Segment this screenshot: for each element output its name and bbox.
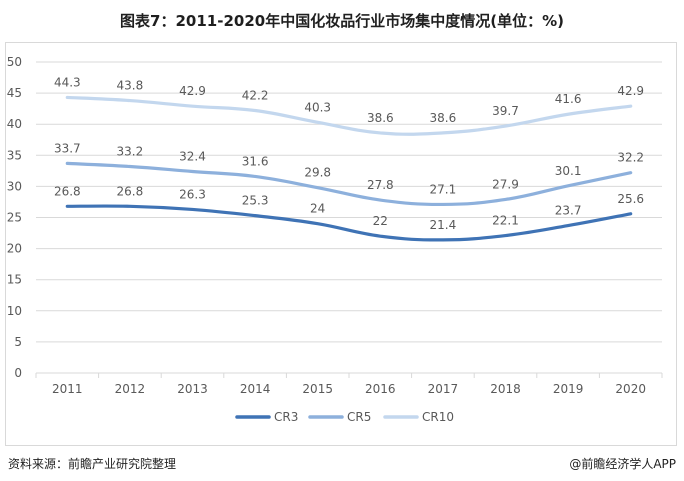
x-tick-label: 2014: [240, 382, 271, 396]
x-tick-label: 2013: [177, 382, 208, 396]
data-label-cr10: 41.6: [555, 92, 582, 106]
series-line-cr10: [65, 95, 633, 136]
data-label-cr10: 43.8: [117, 79, 144, 93]
y-tick-label: 30: [7, 179, 22, 193]
x-tick-label: 2020: [615, 382, 646, 396]
data-label-cr10: 44.3: [54, 75, 81, 89]
axis-layer: 0 5 10 15 20 25 30 35 40 45 50 2011 2012 2013 2014 2015…: [7, 55, 663, 396]
x-tick-label: 2011: [52, 382, 83, 396]
x-tick-label: 2018: [490, 382, 521, 396]
data-label-cr3: 25.3: [242, 194, 269, 208]
x-tick-label: 2019: [553, 382, 584, 396]
data-label-cr5: 32.2: [617, 151, 644, 165]
y-tick-label: 15: [7, 273, 22, 287]
data-label-cr3: 26.8: [54, 184, 81, 198]
data-label-cr3: 26.8: [117, 184, 144, 198]
data-label-cr5: 33.7: [54, 141, 81, 155]
data-label-cr5: 29.8: [304, 166, 331, 180]
legend-label-cr3: CR3: [274, 410, 298, 424]
data-label-cr3: 22.1: [492, 214, 519, 228]
data-label-cr5: 27.1: [430, 182, 457, 196]
data-label-cr5: 27.8: [367, 178, 394, 192]
y-tick-label: 35: [7, 148, 22, 162]
grid-layer: [36, 61, 662, 374]
data-label-cr10: 39.7: [492, 104, 519, 118]
data-label-cr3: 25.6: [617, 192, 644, 206]
data-label-cr10: 42.2: [242, 89, 269, 103]
y-tick-label: 50: [7, 55, 22, 69]
x-tick-label: 2015: [302, 382, 333, 396]
label-layer: 26.8 26.8 26.3 25.3 24 22 21.4 22.1 23.7 25.6 33.7…: [54, 75, 644, 231]
y-tick-label: 25: [7, 211, 22, 225]
source-note: 资料来源：前瞻产业研究院整理: [8, 457, 177, 471]
data-label-cr10: 38.6: [367, 111, 394, 125]
data-label-cr3: 21.4: [430, 218, 457, 232]
data-label-cr5: 30.1: [555, 164, 582, 178]
y-tick-label: 20: [7, 242, 22, 256]
data-label-cr5: 32.4: [179, 149, 206, 163]
data-label-cr10: 40.3: [304, 100, 331, 114]
y-tick-label: 45: [7, 86, 22, 100]
series-line-cr5: [65, 161, 633, 207]
x-tick-label: 2012: [115, 382, 146, 396]
plot-frame: [5, 42, 677, 446]
y-tick-label: 40: [7, 117, 22, 131]
x-tick-label: 2016: [365, 382, 396, 396]
data-label-cr3: 22: [373, 214, 388, 228]
x-tick-label: 2017: [428, 382, 459, 396]
series-line-cr3: [65, 204, 633, 242]
data-label-cr3: 24: [310, 202, 325, 216]
y-tick-label: 10: [7, 304, 22, 318]
y-tick-label: 0: [14, 366, 22, 380]
chart-title: 图表7：2011-2020年中国化妆品行业市场集中度情况(单位：%): [120, 12, 564, 30]
series-layer: [65, 95, 633, 242]
data-label-cr10: 42.9: [617, 84, 644, 98]
data-label-cr3: 23.7: [555, 204, 582, 218]
legend: CR3 CR5 CR10: [235, 410, 454, 424]
data-label-cr5: 33.2: [117, 144, 144, 158]
brand-note: @前瞻经济学人APP: [569, 457, 676, 471]
y-tick-label: 5: [14, 335, 22, 349]
data-label-cr10: 38.6: [430, 111, 457, 125]
data-label-cr3: 26.3: [179, 187, 206, 201]
legend-label-cr10: CR10: [422, 410, 454, 424]
legend-label-cr5: CR5: [347, 410, 371, 424]
data-label-cr10: 42.9: [179, 84, 206, 98]
data-label-cr5: 27.9: [492, 177, 519, 191]
data-label-cr5: 31.6: [242, 154, 269, 168]
